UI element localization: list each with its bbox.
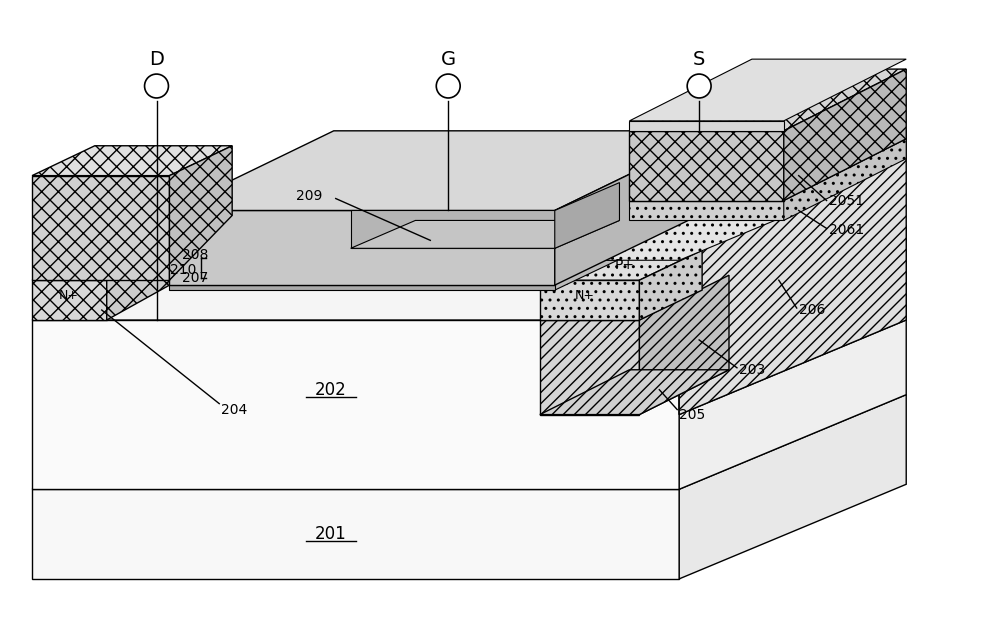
Polygon shape [351, 211, 555, 248]
Text: 202: 202 [315, 381, 347, 399]
Polygon shape [32, 145, 232, 175]
Circle shape [687, 74, 711, 98]
Polygon shape [32, 175, 169, 280]
Polygon shape [679, 131, 906, 415]
Polygon shape [560, 131, 906, 225]
Polygon shape [629, 69, 906, 131]
Text: 205: 205 [679, 408, 705, 422]
Polygon shape [555, 131, 719, 285]
Polygon shape [32, 320, 679, 489]
Text: 208: 208 [182, 248, 208, 262]
Text: N+: N+ [59, 288, 79, 302]
Circle shape [145, 74, 168, 98]
Text: 210: 210 [170, 263, 196, 278]
Polygon shape [629, 139, 906, 200]
Polygon shape [32, 395, 906, 489]
Text: 207: 207 [182, 271, 208, 285]
Polygon shape [679, 225, 906, 489]
Polygon shape [639, 250, 702, 320]
Text: 204: 204 [221, 403, 247, 417]
Polygon shape [351, 221, 619, 248]
Polygon shape [540, 250, 702, 280]
Polygon shape [32, 489, 679, 579]
Polygon shape [540, 370, 729, 415]
Text: 203: 203 [739, 363, 765, 377]
Circle shape [436, 74, 460, 98]
Text: D: D [149, 50, 164, 69]
Polygon shape [32, 248, 169, 280]
Polygon shape [32, 225, 906, 320]
Polygon shape [629, 121, 784, 131]
Polygon shape [169, 211, 555, 285]
Polygon shape [169, 230, 617, 260]
Polygon shape [540, 280, 639, 320]
Polygon shape [32, 280, 107, 320]
Polygon shape [169, 131, 719, 211]
Polygon shape [540, 320, 639, 415]
Text: 201: 201 [315, 525, 347, 543]
Polygon shape [169, 260, 617, 290]
Text: G: G [441, 50, 456, 69]
Text: N+: N+ [575, 288, 595, 302]
Polygon shape [784, 69, 906, 200]
Text: S: S [693, 50, 705, 69]
Text: 209: 209 [296, 189, 322, 202]
Text: 2061: 2061 [829, 223, 864, 237]
Polygon shape [560, 225, 906, 320]
Polygon shape [169, 255, 555, 260]
Polygon shape [629, 200, 784, 221]
Polygon shape [629, 59, 906, 121]
Text: 206: 206 [799, 303, 825, 317]
Polygon shape [639, 275, 729, 415]
Polygon shape [169, 145, 232, 280]
Polygon shape [169, 285, 555, 290]
Polygon shape [629, 131, 784, 200]
Polygon shape [784, 139, 906, 221]
Text: 2051: 2051 [829, 193, 864, 207]
Polygon shape [555, 216, 787, 260]
Polygon shape [679, 395, 906, 579]
Polygon shape [107, 248, 169, 320]
Text: P+: P+ [614, 258, 634, 272]
Polygon shape [555, 182, 619, 248]
Polygon shape [679, 225, 906, 415]
